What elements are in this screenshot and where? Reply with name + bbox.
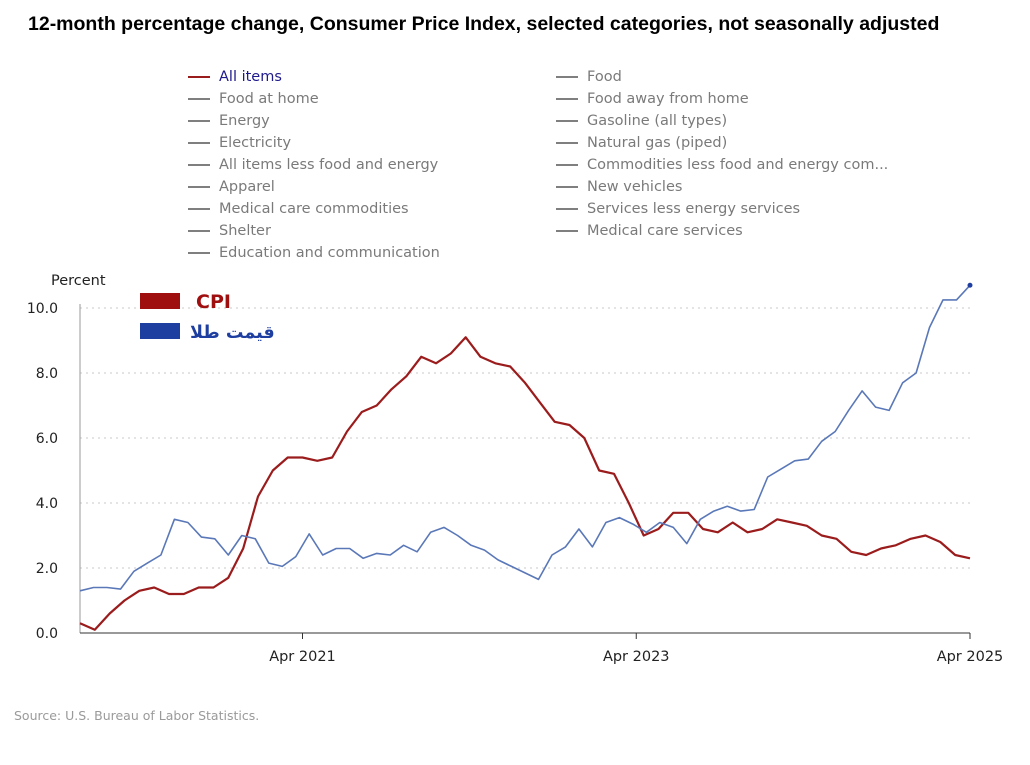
- legend-label: Energy: [219, 113, 270, 129]
- y-tick-label: 4.0: [36, 496, 58, 512]
- legend-swatch: [188, 142, 210, 144]
- legend-item[interactable]: New vehicles: [556, 176, 682, 198]
- legend-label: Food away from home: [587, 91, 749, 107]
- legend-item[interactable]: All items less food and energy: [188, 154, 438, 176]
- legend-label: Natural gas (piped): [587, 135, 728, 151]
- y-axis-label: Percent: [51, 273, 106, 289]
- overlay-legend-swatch: [140, 293, 180, 309]
- legend-swatch: [556, 208, 578, 210]
- y-tick-label: 2.0: [36, 561, 58, 577]
- legend-item[interactable]: All items: [188, 66, 282, 88]
- legend-item[interactable]: Natural gas (piped): [556, 132, 727, 154]
- legend-swatch: [556, 230, 578, 232]
- legend-item[interactable]: Services less energy services: [556, 198, 800, 220]
- legend-swatch: [556, 120, 578, 122]
- series-line-gold: [79, 284, 971, 592]
- legend-item[interactable]: Shelter: [188, 220, 271, 242]
- legend-label: Medical care commodities: [219, 201, 409, 217]
- legend-label: New vehicles: [587, 179, 683, 195]
- x-tick-label: Apr 2023: [603, 649, 670, 665]
- legend-swatch: [188, 208, 210, 210]
- legend-swatch: [188, 98, 210, 100]
- y-tick-label: 0.0: [36, 626, 58, 642]
- legend-item[interactable]: Electricity: [188, 132, 291, 154]
- legend-label: Gasoline (all types): [587, 113, 728, 129]
- legend-item[interactable]: Education and communication: [188, 242, 440, 264]
- legend-swatch: [556, 186, 578, 188]
- legend-swatch: [188, 186, 210, 188]
- legend-swatch: [188, 120, 210, 122]
- legend-label: Food: [587, 69, 622, 85]
- chart: 0.0 2.0 4.0 6.0 8.0 10.0 Percent Apr 2021 Apr 20…: [27, 273, 1004, 665]
- legend-item[interactable]: Commodities less food and energy com...: [556, 154, 888, 176]
- y-tick-label: 8.0: [36, 366, 58, 382]
- legend-label: Electricity: [219, 135, 292, 151]
- y-tick-label: 6.0: [36, 431, 58, 447]
- legend-item[interactable]: Food: [556, 66, 622, 88]
- legend-swatch: [556, 76, 578, 78]
- y-tick-label: 10.0: [27, 301, 58, 317]
- legend-item[interactable]: Apparel: [188, 176, 275, 198]
- series-end-point: [967, 282, 973, 288]
- legend-label: All items: [219, 69, 282, 85]
- legend-item[interactable]: Food away from home: [556, 88, 749, 110]
- x-tick-label: Apr 2021: [269, 649, 336, 665]
- legend-swatch: [188, 76, 210, 78]
- source-note: Source: U.S. Bureau of Labor Statistics.: [14, 708, 260, 723]
- legend-swatch: [556, 164, 578, 166]
- legend-item[interactable]: Food at home: [188, 88, 319, 110]
- legend-label: Commodities less food and energy com...: [587, 157, 889, 173]
- legend-swatch: [556, 142, 578, 144]
- legend-label: Shelter: [219, 223, 271, 239]
- legend-item[interactable]: Gasoline (all types): [556, 110, 727, 132]
- series-line-cpi: [79, 336, 971, 631]
- legend-swatch: [188, 230, 210, 232]
- legend-swatch: [188, 164, 210, 166]
- overlay-legend-label: قیمت طلا: [190, 323, 275, 343]
- legend-label: Services less energy services: [587, 201, 801, 217]
- legend-label: All items less food and energy: [219, 157, 439, 173]
- legend-label: Education and communication: [219, 245, 440, 261]
- legend-item[interactable]: Medical care services: [556, 220, 743, 242]
- overlay-legend-swatch: [140, 323, 180, 339]
- legend-label: Medical care services: [587, 223, 743, 239]
- chart-title: 12-month percentage change, Consumer Pri…: [28, 13, 940, 35]
- x-tick-label: Apr 2025: [937, 649, 1004, 665]
- legend-label: Food at home: [219, 91, 319, 107]
- legend-item[interactable]: Energy: [188, 110, 270, 132]
- legend-swatch: [556, 98, 578, 100]
- legend-swatch: [188, 252, 210, 254]
- legend-label: Apparel: [219, 179, 275, 195]
- overlay-legend-label: CPI: [196, 291, 231, 313]
- legend-item[interactable]: Medical care commodities: [188, 198, 409, 220]
